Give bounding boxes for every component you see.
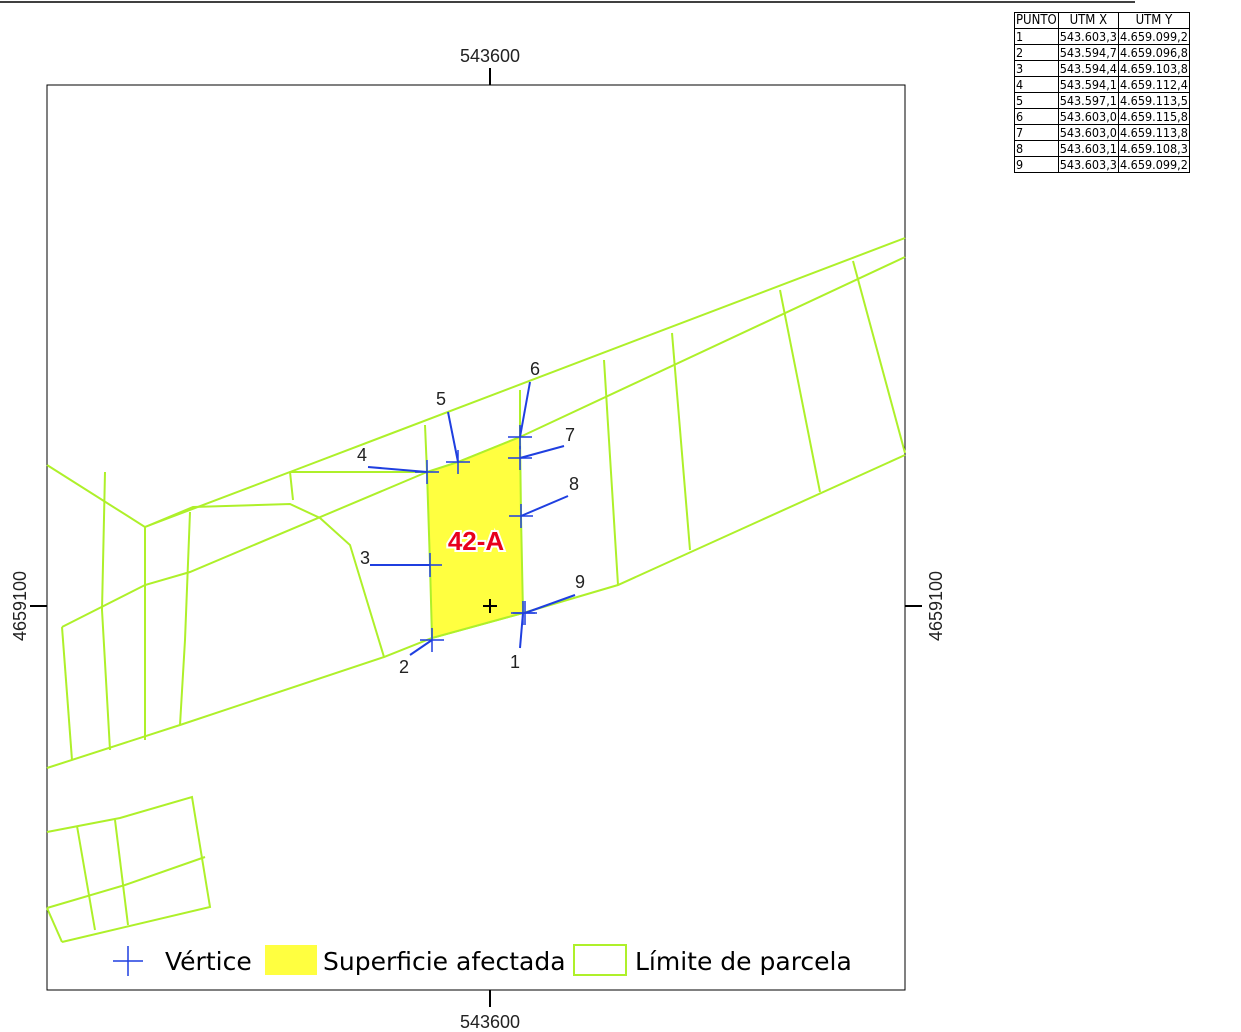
table-cell: 4.659.099,2 bbox=[1117, 156, 1190, 173]
table-cell: 4 bbox=[1014, 76, 1059, 93]
table-row: 5 543.597,1 4.659.113,5 bbox=[1014, 92, 1190, 109]
table-cell: 3 bbox=[1014, 60, 1059, 77]
table-row: 6 543.603,0 4.659.115,8 bbox=[1014, 108, 1190, 125]
table-cell: 543.594,1 bbox=[1057, 76, 1119, 93]
vertex bbox=[446, 450, 470, 474]
leader bbox=[520, 495, 569, 517]
table-cell: UTM Y bbox=[1117, 12, 1190, 29]
coordinate-table: PUNTO UTM X UTM Y 1 543.603,3 4.659.099,2 2 543… bbox=[1014, 12, 1190, 173]
table-cell: 543.603,3 bbox=[1057, 28, 1119, 45]
table-cell: 543.594,7 bbox=[1057, 44, 1119, 61]
vertex-label: 5 bbox=[436, 389, 446, 409]
leader bbox=[409, 639, 433, 656]
table-cell: 4.659.112,4 bbox=[1117, 76, 1190, 93]
table-row: 4 543.594,1 4.659.112,4 bbox=[1014, 76, 1190, 93]
table-cell: 6 bbox=[1014, 108, 1059, 125]
vertex-label: 6 bbox=[530, 359, 540, 379]
legend-vertex-symbol bbox=[113, 946, 143, 976]
vertex bbox=[508, 446, 532, 470]
table-header: PUNTO UTM X UTM Y bbox=[1014, 12, 1190, 29]
vertex-label: 7 bbox=[565, 425, 575, 445]
vertex bbox=[513, 601, 537, 625]
table-cell: 4.659.108,3 bbox=[1117, 140, 1190, 157]
legend-label: Vértice bbox=[165, 947, 252, 976]
table-cell: 543.597,1 bbox=[1057, 92, 1119, 109]
table-row: 9 543.603,3 4.659.099,2 bbox=[1014, 156, 1190, 173]
table-row: 3 543.594,4 4.659.103,8 bbox=[1014, 60, 1190, 77]
table-cell: 543.594,4 bbox=[1057, 60, 1119, 77]
legend: Vértice Superficie afectada Límite de pa… bbox=[113, 944, 852, 976]
table-cell: 543.603,0 bbox=[1057, 124, 1119, 141]
table-row: 2 543.594,7 4.659.096,8 bbox=[1014, 44, 1190, 61]
legend-label: Límite de parcela bbox=[635, 947, 852, 976]
table-cell: 543.603,3 bbox=[1057, 156, 1119, 173]
vertex bbox=[418, 553, 442, 577]
table-cell: 4.659.099,2 bbox=[1117, 28, 1190, 45]
leader bbox=[447, 411, 459, 463]
coord-label: 543600 bbox=[460, 46, 520, 66]
coord-label: 4659100 bbox=[926, 571, 946, 641]
leader bbox=[524, 594, 576, 614]
vertex-label: 3 bbox=[360, 548, 370, 568]
vertex bbox=[415, 460, 439, 484]
table-row: 7 543.603,0 4.659.113,8 bbox=[1014, 124, 1190, 141]
table-cell: 543.603,1 bbox=[1057, 140, 1119, 157]
leader bbox=[367, 466, 428, 473]
table-cell: 4.659.096,8 bbox=[1117, 44, 1190, 61]
table-cell: 2 bbox=[1014, 44, 1059, 61]
vertex-label: 9 bbox=[575, 572, 585, 592]
vertex bbox=[420, 628, 444, 652]
coord-label: 4659100 bbox=[10, 571, 30, 641]
legend-boundary-symbol bbox=[573, 944, 627, 976]
legend-label: Superficie afectada bbox=[323, 947, 566, 976]
parcel-label: 42-A bbox=[448, 526, 505, 556]
table-cell: 4.659.103,8 bbox=[1117, 60, 1190, 77]
vertex-label: 4 bbox=[357, 445, 367, 465]
affected-area bbox=[425, 435, 525, 640]
table-cell: 4.659.115,8 bbox=[1117, 108, 1190, 125]
vertex bbox=[508, 425, 532, 449]
coord-label: 543600 bbox=[460, 1012, 520, 1032]
table-cell: 7 bbox=[1014, 124, 1059, 141]
vertex-label: 1 bbox=[510, 652, 520, 672]
table-cell: 9 bbox=[1014, 156, 1059, 173]
table-cell: PUNTO bbox=[1014, 12, 1059, 29]
leader bbox=[519, 445, 565, 459]
table-cell: 1 bbox=[1014, 28, 1059, 45]
leader bbox=[519, 381, 531, 438]
table-cell: 5 bbox=[1014, 92, 1059, 109]
table-row: 8 543.603,1 4.659.108,3 bbox=[1014, 140, 1190, 157]
parcel-lines bbox=[46, 237, 906, 943]
table-cell: 8 bbox=[1014, 140, 1059, 157]
vertex bbox=[509, 504, 533, 528]
table-row: 1 543.603,3 4.659.099,2 bbox=[1014, 28, 1190, 45]
table-cell: UTM X bbox=[1057, 12, 1119, 29]
table-cell: 543.603,0 bbox=[1057, 108, 1119, 125]
table-cell: 4.659.113,8 bbox=[1117, 124, 1190, 141]
vertex-label: 8 bbox=[569, 474, 579, 494]
table-cell: 4.659.113,5 bbox=[1117, 92, 1190, 109]
vertex-label: 2 bbox=[399, 657, 409, 677]
centroid bbox=[483, 599, 497, 613]
legend-area-symbol bbox=[265, 945, 317, 975]
